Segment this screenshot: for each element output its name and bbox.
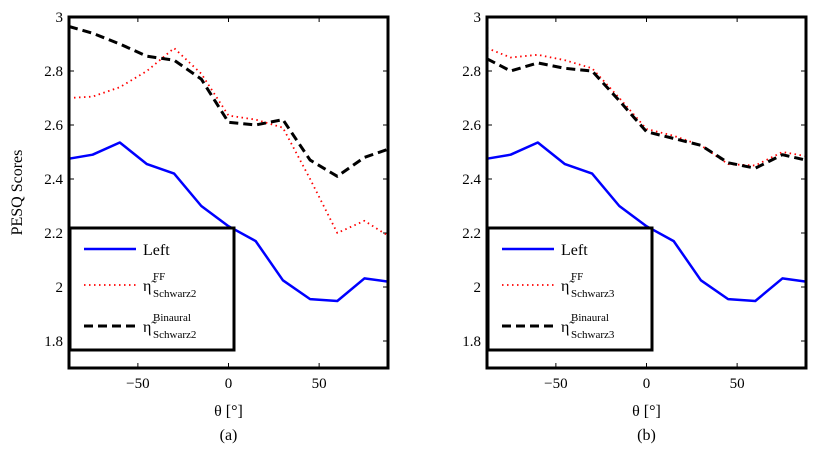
legend-label-sub: Schwarz2 xyxy=(153,329,196,341)
x-tick-label: 0 xyxy=(643,376,651,392)
series-line-left xyxy=(68,141,389,303)
legend-label-sup: Binaural xyxy=(153,312,191,324)
x-axis-label: θ [°] xyxy=(632,403,661,420)
x-tick-label: 0 xyxy=(225,376,233,392)
legend-box xyxy=(68,226,236,352)
y-tick-label: 2.2 xyxy=(44,226,63,242)
series-line-binaural xyxy=(486,57,807,170)
legend-label: Left xyxy=(561,242,588,259)
series-line-binaural xyxy=(68,25,389,178)
y-tick-label: 3 xyxy=(474,10,482,26)
y-tick-label: 2.4 xyxy=(462,172,481,188)
x-tick-label: 50 xyxy=(730,376,745,392)
legend-label-sub: Schwarz3 xyxy=(571,329,615,341)
series-line-left xyxy=(486,141,807,303)
y-tick-label: 2.8 xyxy=(44,64,63,80)
y-tick-label: 1.8 xyxy=(44,334,63,350)
x-tick-label: 50 xyxy=(312,376,327,392)
series-line-ff xyxy=(68,47,389,237)
y-tick-label: 2.6 xyxy=(462,118,481,134)
chart-panel-b: 1.822.22.42.62.83−50 0 50Leftη̃FFSchwarz3η… xyxy=(462,10,808,444)
panel-label: (b) xyxy=(637,427,656,444)
y-tick-label: 2.4 xyxy=(44,172,63,188)
y-tick-label: 2.6 xyxy=(44,118,63,134)
plot-frame xyxy=(485,15,808,370)
chart-panel-a: 1.822.22.42.62.83−50 0 50Leftη̃FFSchwarz2η… xyxy=(9,10,390,444)
x-axis-label: θ [°] xyxy=(214,403,243,420)
legend-label-sub: Schwarz2 xyxy=(153,288,196,300)
y-tick-label: 2 xyxy=(474,280,482,296)
y-tick-label: 3 xyxy=(56,10,64,26)
legend-label-sup: FF xyxy=(571,271,583,283)
x-tick-label: −50 xyxy=(544,376,567,392)
y-axis-label: PESQ Scores xyxy=(9,150,26,236)
y-tick-label: 1.8 xyxy=(462,334,481,350)
legend-label-sub: Schwarz3 xyxy=(571,288,615,300)
y-tick-label: 2 xyxy=(56,280,64,296)
legend-label: Left xyxy=(143,242,170,259)
x-tick-label: −50 xyxy=(126,376,149,392)
series-line-ff xyxy=(486,47,807,167)
legend-label-sup: Binaural xyxy=(571,312,609,324)
panel-label: (a) xyxy=(220,427,238,444)
legend-label-sup: FF xyxy=(153,271,165,283)
y-tick-label: 2.8 xyxy=(462,64,481,80)
plot-frame xyxy=(67,15,390,370)
y-tick-label: 2.2 xyxy=(462,226,481,242)
